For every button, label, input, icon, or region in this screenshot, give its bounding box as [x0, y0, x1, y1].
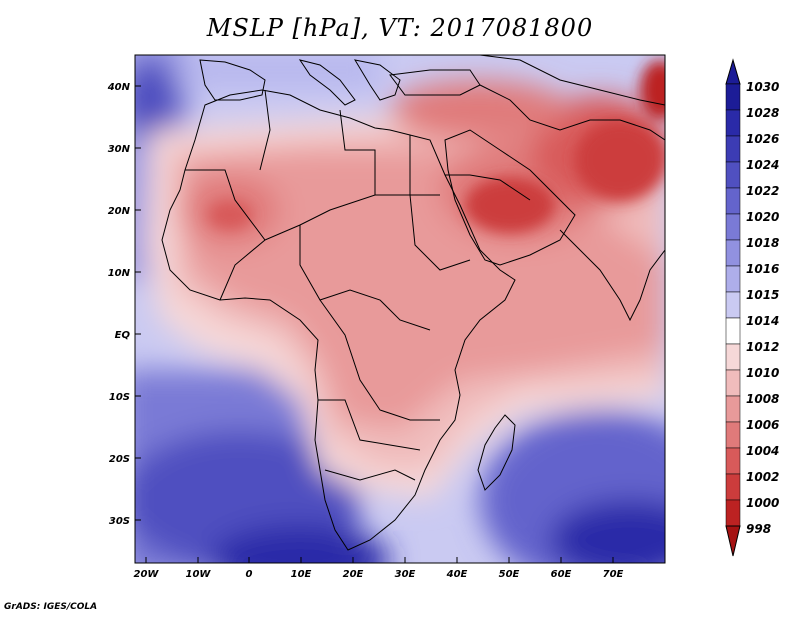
lon-label: 0: [246, 569, 253, 580]
colorbar-bin: [725, 447, 741, 475]
lat-axis: 40N 30N 20N 10N EQ 10S 20S 30S: [107, 82, 141, 527]
colorbar-label: 1002: [746, 470, 779, 484]
lon-label: 70E: [603, 569, 624, 580]
colorbar-label: 1018: [746, 236, 779, 250]
colorbar-label: 1028: [746, 106, 779, 120]
colorbar-bin: [725, 265, 741, 293]
colorbar-bin: [725, 317, 741, 345]
lon-label: 50E: [499, 569, 520, 580]
colorbar-bin: [725, 161, 741, 189]
lat-label: 30N: [108, 144, 131, 155]
lon-label: 20W: [134, 569, 160, 580]
colorbar-label: 1030: [746, 80, 779, 94]
colorbar-top-arrow: [725, 58, 741, 85]
colorbar-label: 1004: [746, 444, 779, 458]
colorbar-bin: [725, 109, 741, 137]
lon-label: 10W: [186, 569, 212, 580]
lat-label: 20S: [109, 454, 130, 465]
colorbar-label: 1014: [746, 314, 779, 328]
lat-label: EQ: [115, 330, 131, 341]
colorbar-bin: [725, 239, 741, 267]
pressure-field: [135, 55, 665, 563]
colorbar-bin: [725, 473, 741, 501]
colorbar-bin: [725, 421, 741, 449]
map-title: MSLP [hPa], VT: 2017081800: [206, 14, 594, 42]
lat-label: 10N: [108, 268, 131, 279]
colorbar-bin: [725, 395, 741, 423]
credit-text: GrADS: IGES/COLA: [4, 602, 98, 612]
colorbar-bin: [725, 187, 741, 215]
colorbar-label: 1015: [746, 288, 779, 302]
lat-label: 30S: [109, 516, 130, 527]
colorbar-label: 1020: [746, 210, 779, 224]
colorbar-label: 1006: [746, 418, 779, 432]
colorbar-label: 1016: [746, 262, 779, 276]
lat-label: 40N: [107, 82, 131, 93]
colorbar-label: 998: [746, 522, 771, 536]
colorbar-bin: [725, 213, 741, 241]
colorbar-label: 1012: [746, 340, 779, 354]
colorbar-bin: [725, 135, 741, 163]
lon-label: 30E: [395, 569, 416, 580]
lon-label: 40E: [446, 569, 468, 580]
colorbar-label: 1024: [746, 158, 779, 172]
coastlines: [161, 55, 665, 551]
colorbar: 1030 1028 1026 1024 1022 1020 1018 1016 …: [725, 58, 779, 557]
lat-label: 10S: [109, 392, 130, 403]
colorbar-bin: [725, 291, 741, 319]
plot-frame: [134, 54, 666, 564]
colorbar-label: 1000: [746, 496, 779, 510]
colorbar-label: 1010: [746, 366, 779, 380]
colorbar-bin: [725, 499, 741, 527]
colorbar-label: 1026: [746, 132, 779, 146]
lat-label: 20N: [108, 206, 131, 217]
colorbar-label: 1022: [746, 184, 779, 198]
colorbar-bin: [725, 343, 741, 371]
colorbar-bin: [725, 83, 741, 111]
colorbar-bin: [725, 369, 741, 397]
lon-label: 60E: [551, 569, 572, 580]
colorbar-bottom-arrow: [725, 525, 741, 557]
lon-axis: 20W 10W 0 10E 20E 30E 40E 50E 60E 70E: [134, 557, 624, 580]
lon-label: 20E: [343, 569, 364, 580]
lon-label: 10E: [291, 569, 312, 580]
colorbar-label: 1008: [746, 392, 779, 406]
